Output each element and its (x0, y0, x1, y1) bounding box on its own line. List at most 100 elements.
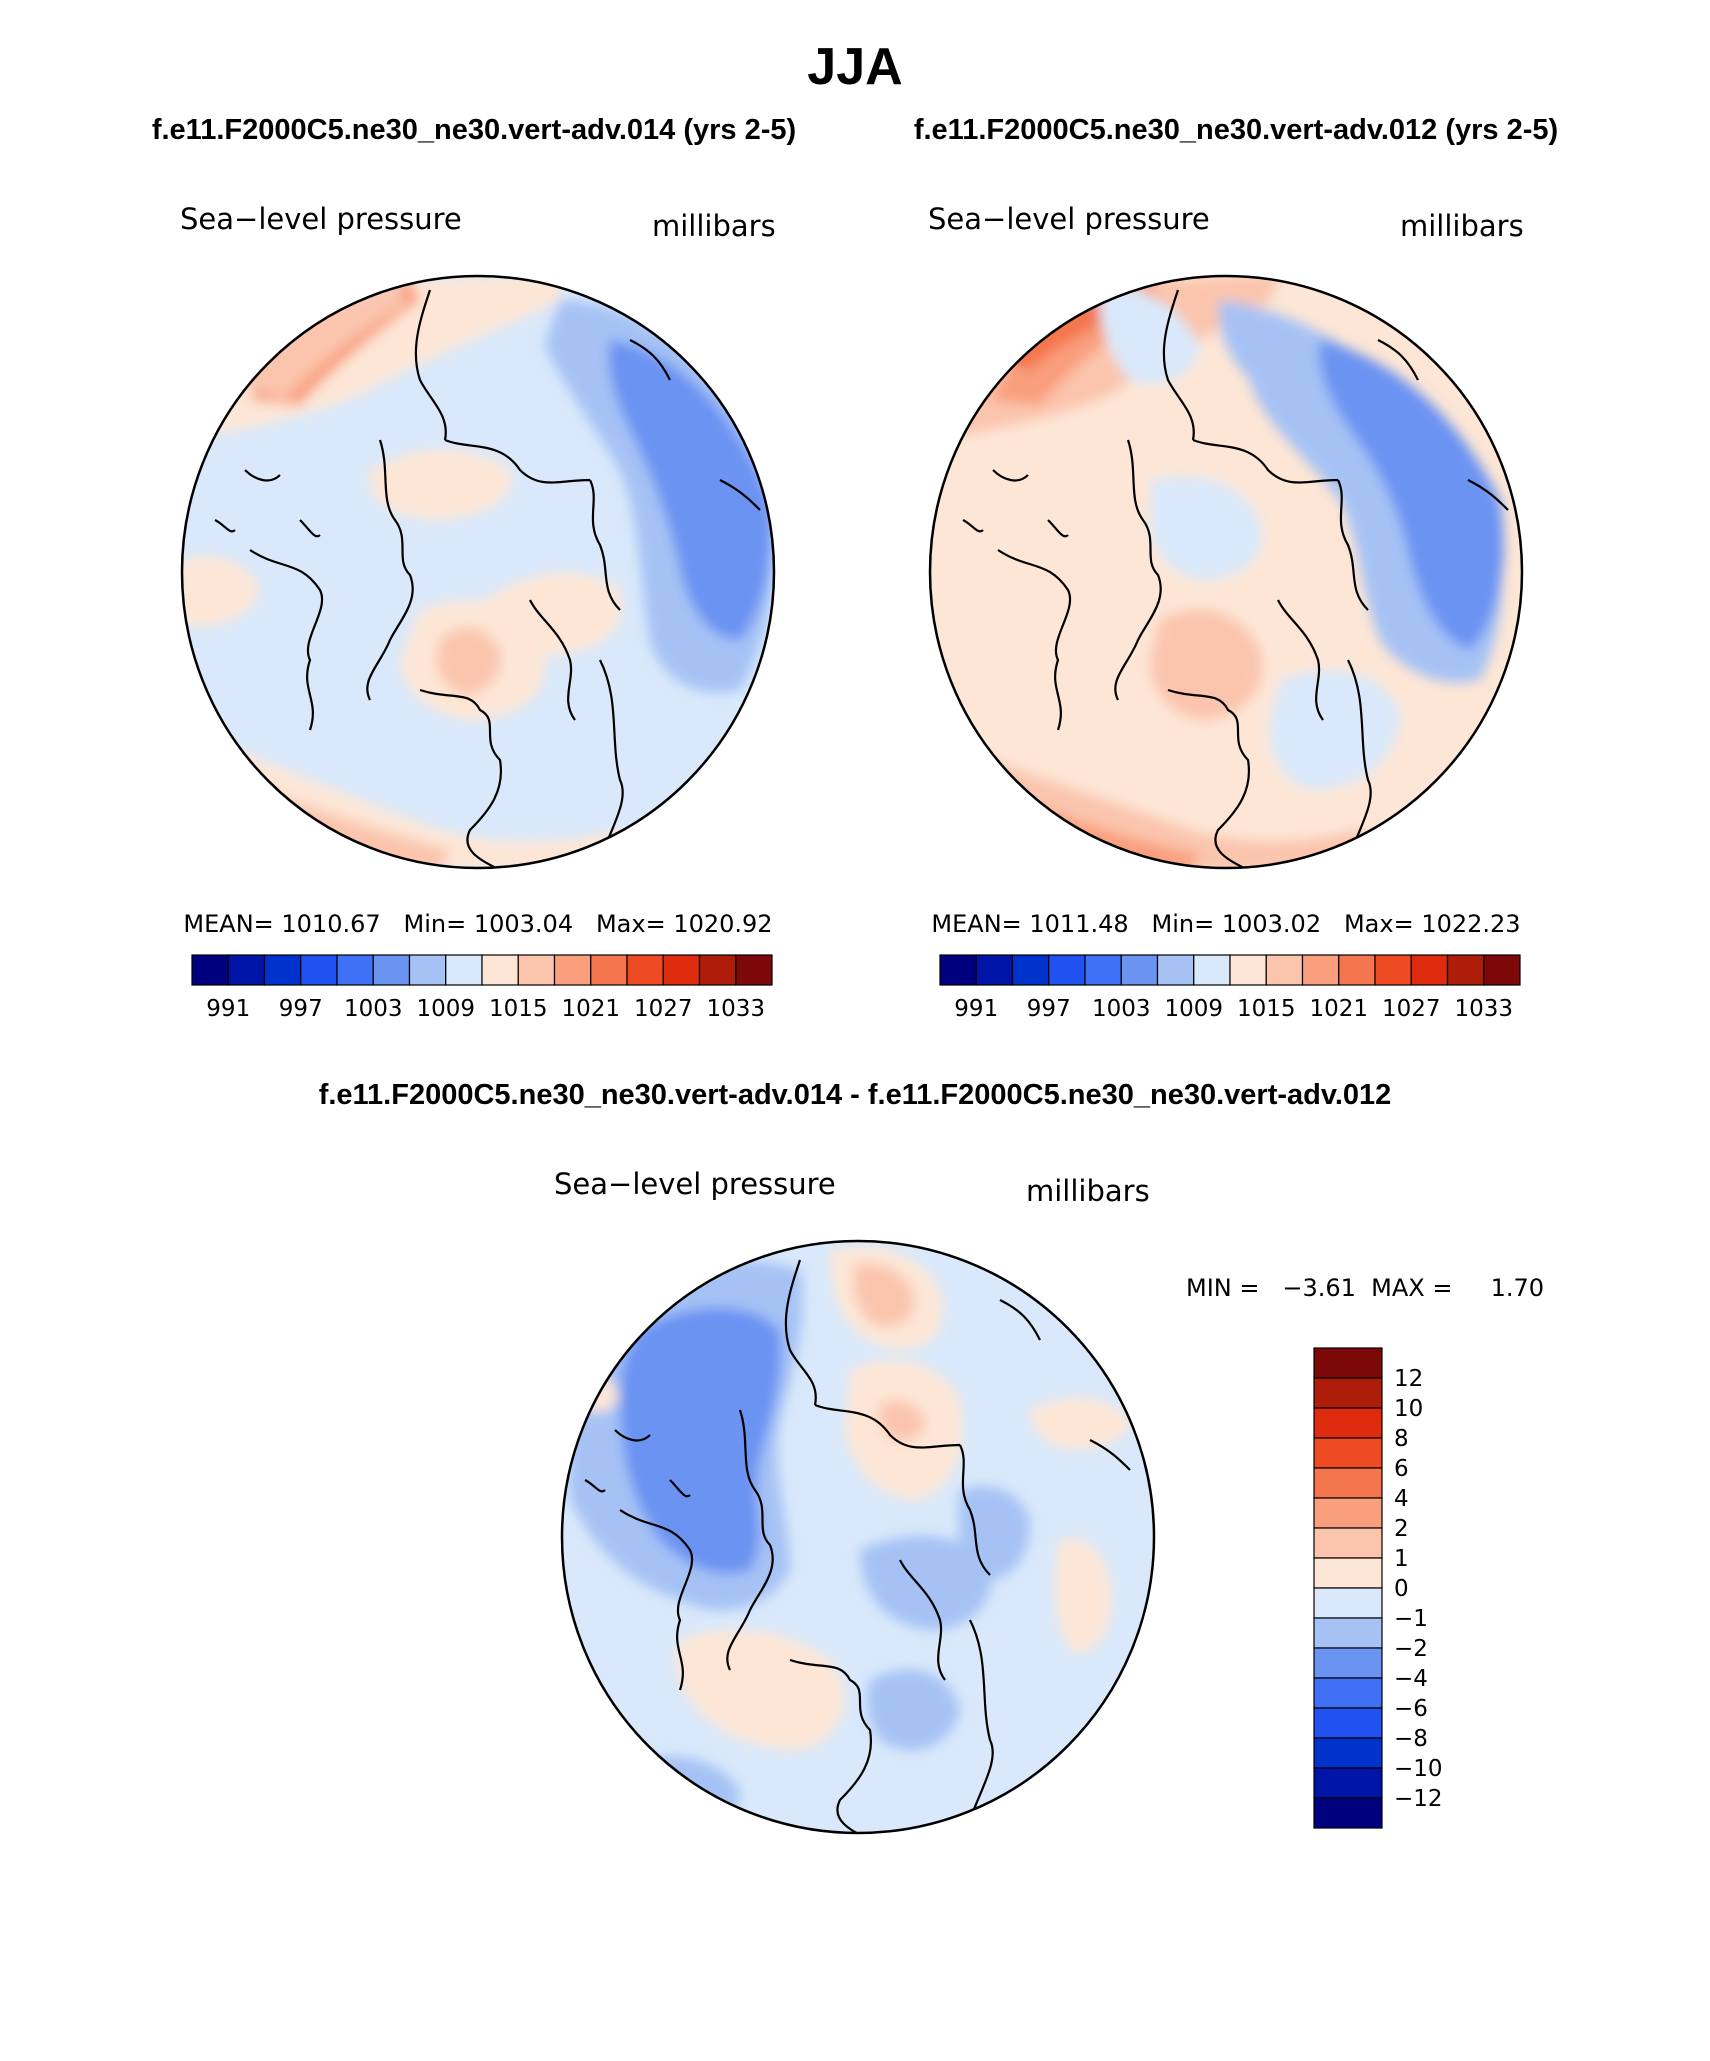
right-stats: MEAN= 1011.48 Min= 1003.02 Max= 1022.23 (931, 910, 1520, 938)
diff-title: f.e11.F2000C5.ne30_ne30.vert-adv.014 - f… (319, 1079, 1392, 1111)
diff-colorbar-label: 8 (1394, 1426, 1409, 1452)
left-colorbar-box (590, 954, 628, 986)
left-colorbar-box (698, 954, 737, 986)
diff-units-label: millibars (1026, 1174, 1150, 1208)
left-colorbar-label: 1033 (706, 996, 765, 1022)
left-map-border (180, 274, 776, 870)
right-low-atlantic-2 (1269, 670, 1400, 790)
diff-map (562, 1241, 1154, 1833)
left-colorbar-box (481, 954, 519, 986)
right-case-label: f.e11.F2000C5.ne30_ne30.vert-adv.012 (yr… (914, 114, 1558, 146)
right-colorbar: 991 997 1003 1009 1015 1021 1027 1033 (939, 954, 1521, 1022)
left-colorbar-box (227, 954, 266, 986)
diff-colorbar-label: −12 (1394, 1786, 1443, 1812)
left-high-west (182, 556, 260, 627)
diff-colorbar-box (1313, 1377, 1383, 1409)
diff-colorbar-box (1313, 1617, 1383, 1649)
diff-pos-greenland (675, 1629, 845, 1750)
left-colorbar-box (553, 954, 592, 986)
left-panel: Sea−level pressure millibars (180, 202, 776, 1022)
right-colorbar-label: 1021 (1309, 996, 1368, 1022)
left-high-atlantic-east (470, 572, 622, 655)
diff-colorbar-label: −10 (1394, 1756, 1443, 1782)
right-low-northwest (1099, 280, 1200, 384)
right-colorbar-box (1084, 954, 1122, 986)
right-colorbar-box (1156, 954, 1195, 986)
right-low-pacific-core (1319, 340, 1504, 650)
diff-minmax: MIN = −3.61 MAX = 1.70 (1186, 1274, 1544, 1302)
diff-colorbar-box (1313, 1467, 1383, 1499)
left-units-label: millibars (652, 209, 776, 243)
left-colorbar-label: 1021 (561, 996, 620, 1022)
diff-colorbar-box (1313, 1677, 1383, 1709)
diff-pos-northeast (1030, 1397, 1130, 1450)
diff-colorbar-box (1313, 1707, 1383, 1739)
left-high-greenland-core (436, 627, 501, 695)
right-colorbar-box (1048, 954, 1086, 986)
left-coastlines (214, 289, 761, 868)
left-colorbar-box (372, 954, 411, 986)
right-colorbar-box (1446, 954, 1485, 986)
diff-colorbar-box (1313, 1767, 1383, 1799)
diff-neg-center (860, 1536, 992, 1630)
right-colorbar-box (1410, 954, 1449, 986)
right-colorbar-box (1265, 954, 1304, 986)
diff-colorbar-box (1313, 1647, 1383, 1679)
diff-pos-top-core (853, 1264, 915, 1327)
diff-neg-west-core (620, 1307, 781, 1574)
diff-colorbar-box (1313, 1587, 1383, 1619)
left-colorbar-box (300, 954, 338, 986)
diff-colorbar-box (1313, 1557, 1383, 1589)
diff-colorbar-label: −1 (1394, 1606, 1428, 1632)
diff-map-border (560, 1239, 1156, 1835)
left-stats: MEAN= 1010.67 Min= 1003.04 Max= 1020.92 (183, 910, 772, 938)
diff-pos-east (1054, 1538, 1112, 1653)
left-colorbar-label: 1003 (344, 996, 403, 1022)
right-colorbar-box (1301, 954, 1340, 986)
diff-colorbar-label: 12 (1394, 1366, 1423, 1392)
left-colorbar-box (191, 954, 229, 986)
diff-colorbar-label: −8 (1394, 1726, 1428, 1752)
diff-colorbar-label: 1 (1394, 1546, 1409, 1572)
diff-colorbar-box (1313, 1407, 1383, 1439)
left-colorbar-label: 1015 (489, 996, 548, 1022)
diff-colorbar-box (1313, 1737, 1383, 1769)
right-colorbar-label: 1015 (1237, 996, 1296, 1022)
right-colorbar-label: 1033 (1454, 996, 1513, 1022)
right-colorbar-box (1338, 954, 1376, 986)
diff-colorbar-label: 0 (1394, 1576, 1409, 1602)
diff-colorbar-box (1313, 1497, 1383, 1529)
right-colorbar-label: 1009 (1164, 996, 1223, 1022)
left-colorbar-box (735, 954, 773, 986)
right-colorbar-box (1374, 954, 1412, 986)
main-title: JJA (807, 38, 902, 96)
left-colorbar-box (263, 954, 302, 986)
diff-pos-center-core (878, 1400, 925, 1442)
diff-colorbar-box (1313, 1527, 1383, 1559)
left-colorbar-box (445, 954, 483, 986)
right-colorbar-box (975, 954, 1014, 986)
diff-colorbar-box (1313, 1437, 1383, 1469)
diff-colorbar-label: 10 (1394, 1396, 1423, 1422)
left-colorbar-box (517, 954, 556, 986)
left-low-pacific-core (608, 340, 772, 640)
right-colorbar-box (1120, 954, 1159, 986)
right-colorbar-box (939, 954, 977, 986)
right-colorbar-label: 1003 (1092, 996, 1151, 1022)
right-low-atlantic (1150, 476, 1262, 580)
diff-neg-east (958, 1486, 1030, 1580)
left-colorbar-box (336, 954, 374, 986)
diff-variable-label: Sea−level pressure (554, 1167, 836, 1201)
left-colorbar-label: 1009 (416, 996, 475, 1022)
diff-colorbar-label: 6 (1394, 1456, 1409, 1482)
right-coastlines (962, 289, 1509, 868)
diff-colorbar-box (1313, 1347, 1383, 1379)
left-variable-label: Sea−level pressure (180, 202, 462, 236)
right-colorbar-box (1483, 954, 1521, 986)
diff-neg-bottom (867, 1670, 960, 1750)
left-colorbar-box (626, 954, 664, 986)
diff-colorbar-label: 4 (1394, 1486, 1409, 1512)
diff-colorbar-label: −4 (1394, 1666, 1428, 1692)
right-colorbar-label: 991 (954, 996, 998, 1022)
